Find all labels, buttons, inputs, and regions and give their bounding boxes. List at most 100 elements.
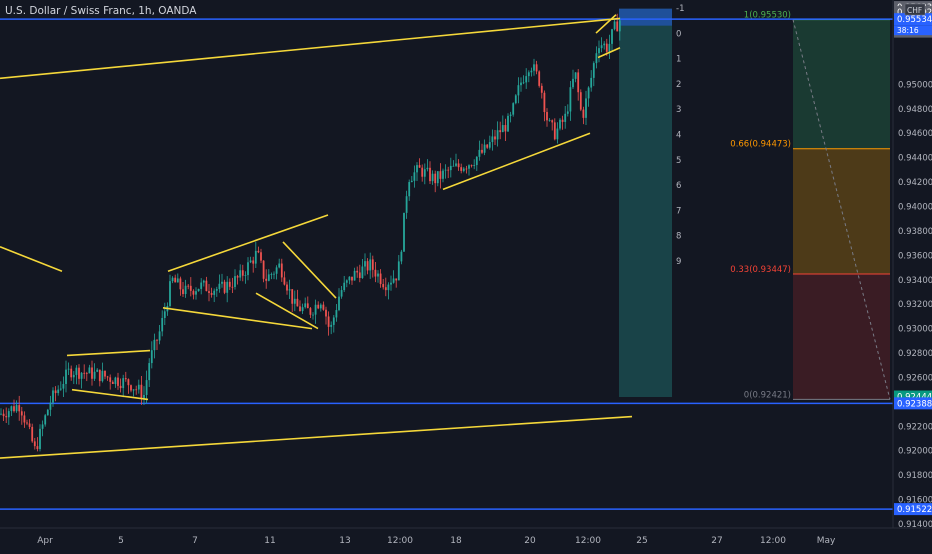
candle-body [351, 276, 353, 281]
candle-body [335, 310, 338, 318]
candle-body [83, 372, 86, 374]
trendline [595, 14, 617, 34]
candle-body [150, 350, 153, 364]
candle-body [408, 182, 411, 197]
price-axis-tick: 0.92600 [898, 373, 932, 383]
fib-level-label: 0.33(0.93447) [730, 265, 791, 275]
candle-body [267, 274, 270, 281]
trendline [162, 307, 313, 330]
candle-body [205, 280, 208, 292]
price-label-tag [894, 503, 932, 516]
candle-body [104, 370, 106, 377]
candle-body [109, 377, 112, 382]
candle-body [369, 259, 372, 271]
candle-body [322, 304, 325, 310]
candle-body [306, 303, 309, 309]
candle-body [291, 289, 294, 304]
candle-body [44, 415, 47, 425]
candle-body [283, 277, 286, 285]
candle-body [88, 367, 91, 374]
candle-body [171, 277, 174, 282]
candle-body [338, 296, 340, 311]
chart-title: U.S. Dollar / Swiss Franc, 1h, OANDA [5, 5, 197, 17]
price-axis-tick: 0.94800 [898, 105, 932, 115]
candle-body [507, 115, 509, 132]
candle-body [442, 170, 444, 179]
candle-body [244, 275, 247, 276]
candle-body [416, 165, 418, 173]
candle-body [317, 304, 320, 309]
candle-body [439, 171, 442, 179]
candle-body [618, 20, 621, 32]
candle-body [140, 384, 143, 399]
candle-body [80, 372, 83, 379]
candle-body [265, 278, 268, 281]
candle-body [28, 423, 31, 427]
measure-scale-label: 3 [676, 105, 681, 115]
candle-body [26, 422, 28, 424]
candle-body [179, 278, 182, 290]
trendline [66, 349, 151, 357]
time-axis-tick: 12:00 [387, 536, 413, 546]
candle-body [161, 317, 164, 332]
candle-body [598, 48, 600, 54]
candle-body [293, 298, 296, 304]
price-label-tag [894, 13, 932, 26]
price-axis-tick: 0.93600 [898, 251, 932, 261]
candle-body [444, 169, 447, 171]
candle-body [491, 136, 494, 143]
candles-group [0, 13, 621, 452]
candle-body [210, 292, 213, 295]
candle-body [481, 149, 483, 153]
candle-body [494, 136, 496, 140]
measure-scale-label: 0 [676, 29, 681, 39]
candle-body [340, 290, 343, 297]
time-axis-tick: 20 [524, 536, 536, 546]
candle-body [527, 72, 530, 77]
candle-body [345, 280, 348, 283]
candle-body [174, 277, 177, 283]
measure-scale-label: 7 [676, 206, 681, 216]
price-axis-tick: 0.93200 [898, 300, 932, 310]
candle-body [504, 125, 507, 132]
candle-body [488, 142, 491, 148]
candle-body [429, 167, 431, 182]
candle-body [434, 173, 437, 184]
candle-body [403, 212, 405, 252]
candle-body [252, 260, 255, 264]
fib-level-label: 0(0.92421) [744, 390, 791, 400]
candle-body [447, 169, 450, 171]
candle-body [455, 163, 457, 166]
candle-body [592, 63, 595, 78]
candle-body [585, 98, 587, 118]
price-label-text: 0.92388 [897, 399, 932, 409]
candle-body [182, 289, 184, 295]
candle-body [200, 282, 203, 289]
price-axis-tick: 0.94400 [898, 154, 932, 164]
candle-body [574, 72, 577, 79]
time-axis-tick: 27 [711, 536, 722, 546]
candle-body [187, 285, 190, 287]
candle-body [59, 388, 62, 390]
candle-body [582, 109, 585, 118]
fib-zone-mid [793, 148, 890, 275]
candle-body [93, 371, 96, 379]
time-axis-tick: 5 [118, 536, 124, 546]
candle-body [239, 270, 242, 278]
candle-body [254, 250, 257, 264]
candle-body [325, 309, 327, 317]
candle-body [418, 165, 421, 168]
candle-body [496, 130, 499, 140]
candle-body [57, 389, 60, 394]
candle-body [273, 273, 275, 275]
candle-body [247, 262, 249, 276]
candle-body [96, 369, 99, 372]
countdown-text: 38:16 [897, 26, 919, 35]
measure-scale-label: 5 [676, 156, 681, 166]
candle-body [572, 78, 574, 88]
candle-body [41, 424, 44, 429]
candle-body [483, 144, 486, 153]
candle-body [296, 298, 299, 307]
